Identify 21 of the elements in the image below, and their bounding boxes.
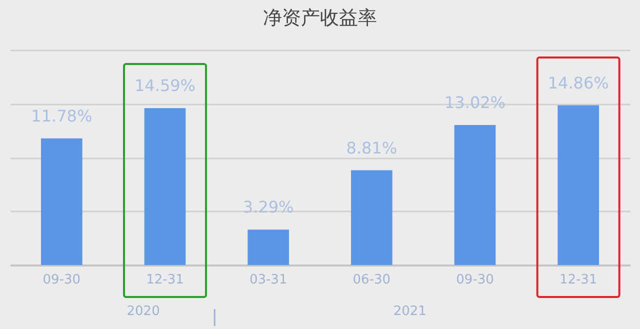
text: 2021 (393, 304, 426, 319)
data-label: 13.02% (444, 93, 506, 112)
data-label: 11.78% (31, 106, 92, 126)
data-label: 3.29% (242, 198, 294, 217)
x-tick-label: 09-30 (456, 272, 494, 288)
x-tick-label: 06-30 (352, 272, 391, 288)
data-label: 8.81% (346, 138, 398, 158)
chart-title: 净资产收益率 (263, 7, 377, 29)
x-tick-label: 09-30 (42, 272, 81, 288)
bar (41, 138, 82, 265)
bar (558, 105, 599, 265)
bar (248, 230, 289, 265)
data-label: 14.86% (548, 73, 609, 92)
bar (144, 108, 186, 265)
data-label: 14.59% (134, 76, 196, 96)
bar (454, 125, 496, 265)
text: 2020 (126, 304, 160, 319)
bar (351, 170, 392, 265)
x-tick-label: 03-31 (249, 272, 288, 288)
x-tick-label: 12-31 (146, 272, 184, 288)
x-tick-label: 12-31 (559, 272, 598, 288)
